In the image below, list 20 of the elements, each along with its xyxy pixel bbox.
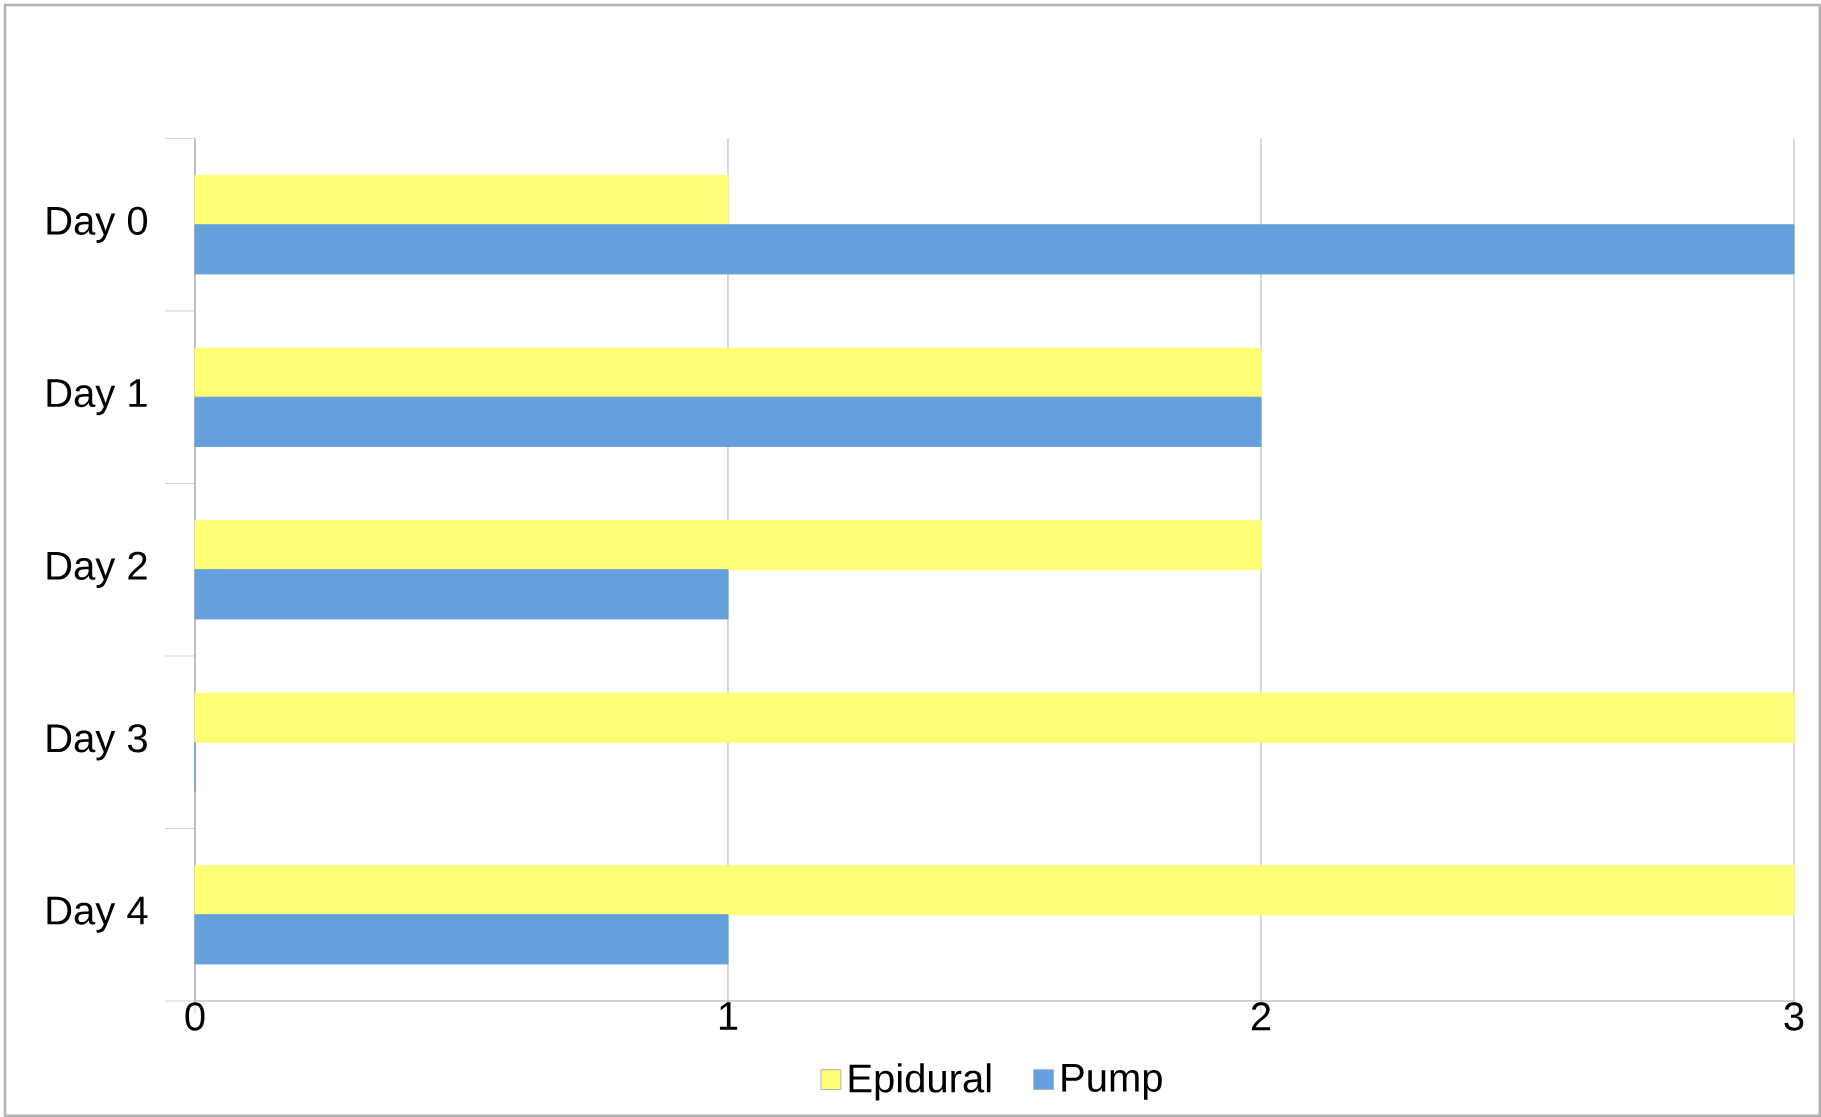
- x-tick-label: 1: [719, 1002, 738, 1030]
- y-tick-label: Day 1: [47, 379, 147, 416]
- bar: [194, 396, 1262, 447]
- legend-label: Pump: [1062, 1063, 1162, 1100]
- legend-label: Epidural: [849, 1063, 991, 1101]
- bar: [194, 914, 729, 965]
- bar: [194, 692, 1795, 743]
- x-tick-label: 3: [1784, 1002, 1804, 1031]
- bar: [194, 569, 729, 620]
- bar: [194, 224, 1795, 275]
- bar: [194, 520, 1262, 571]
- y-tick-label: Day 3: [47, 724, 147, 761]
- x-tick-label: 0: [185, 1002, 205, 1031]
- bar: [194, 175, 729, 226]
- y-tick-label: Day 2: [47, 551, 147, 588]
- y-tick-label: Day 4: [47, 896, 148, 933]
- x-tick-label: 2: [1251, 1002, 1271, 1031]
- bar: [194, 865, 1795, 916]
- y-tick-label: Day 0: [47, 206, 148, 243]
- bar: [194, 347, 1262, 398]
